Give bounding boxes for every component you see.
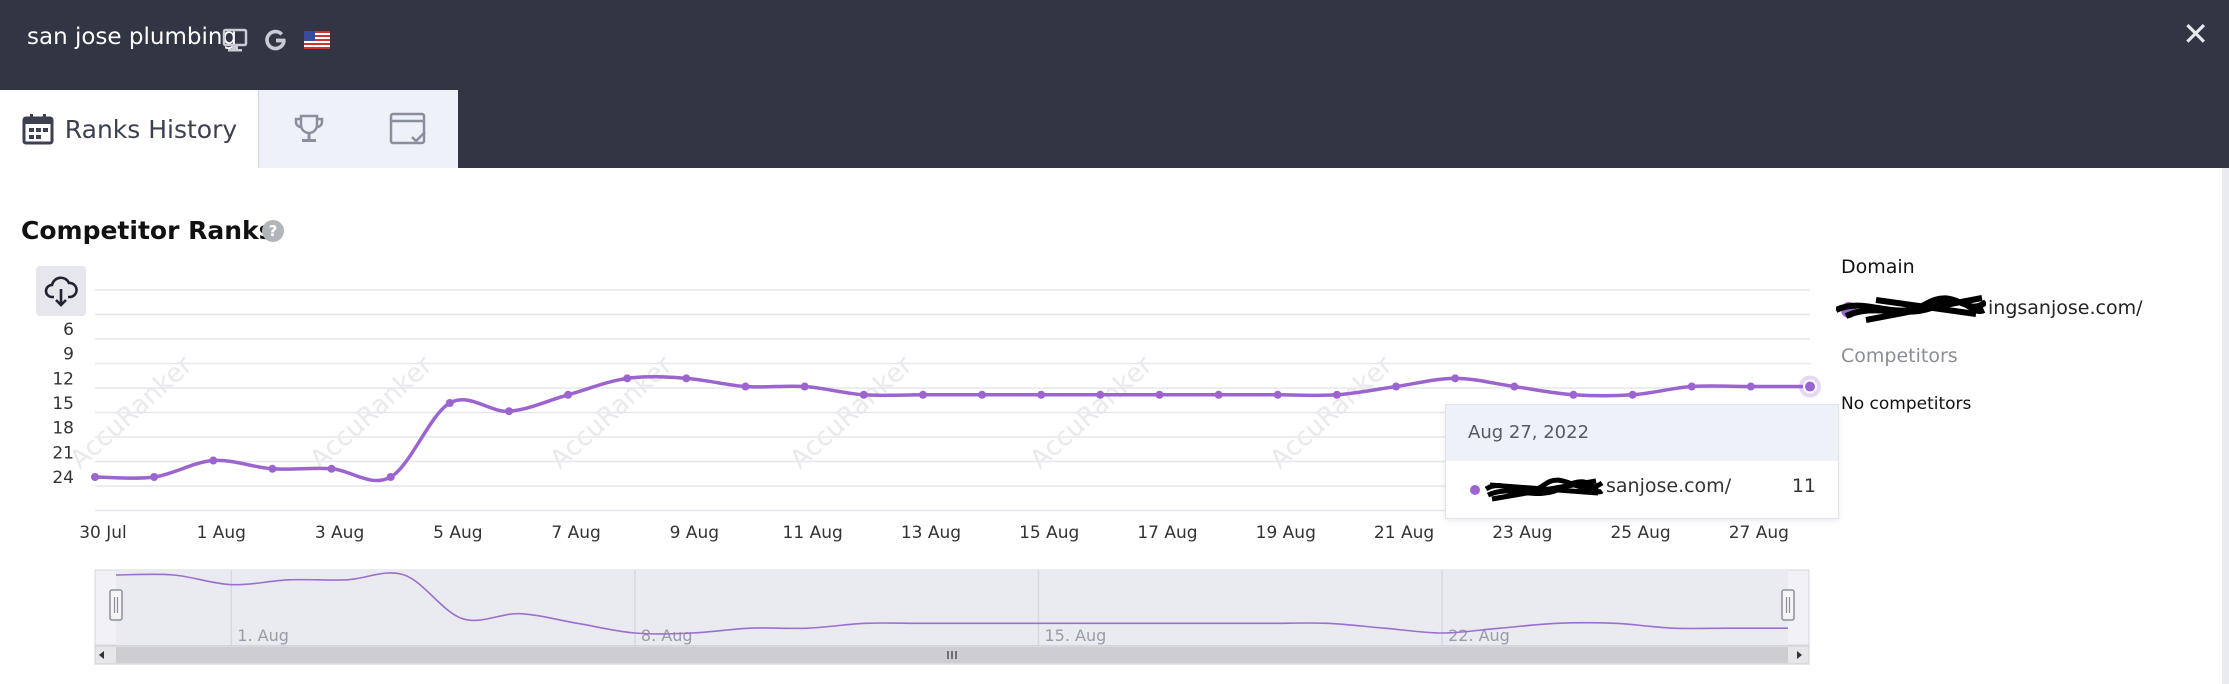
data-point: [209, 456, 218, 465]
x-tick-label: 9 Aug: [670, 523, 719, 543]
series-dot-icon: [1470, 485, 1480, 495]
y-tick-label: 12: [52, 369, 74, 389]
y-tick-label: 15: [52, 394, 74, 414]
x-tick-label: 5 Aug: [433, 523, 482, 543]
data-point: [445, 399, 454, 407]
redaction-scribble: [1836, 295, 1986, 323]
data-point: [327, 464, 336, 473]
competitors-heading: Competitors: [1841, 345, 1958, 367]
tab-ranks-history[interactable]: Ranks History: [0, 90, 258, 168]
data-point: [741, 382, 750, 391]
navigator-handle-left: [109, 589, 123, 621]
x-tick-label: 27 Aug: [1729, 523, 1789, 543]
tooltip-date: Aug 27, 2022: [1446, 405, 1838, 461]
data-point: [1746, 382, 1755, 391]
x-tick-label: 23 Aug: [1492, 523, 1552, 543]
data-point: [1037, 390, 1046, 399]
data-point: [1451, 374, 1460, 383]
tooltip-rank: 11: [1791, 475, 1816, 497]
keyword-title: san jose plumbing: [27, 24, 238, 50]
tab-trophy[interactable]: [258, 90, 359, 168]
data-point: [1628, 390, 1637, 399]
no-competitors-text: No competitors: [1841, 394, 1972, 414]
data-point: [623, 374, 632, 383]
section-title: Competitor Ranks: [21, 216, 274, 245]
data-point: [978, 390, 987, 399]
tab-schedule[interactable]: [358, 90, 458, 168]
data-point: [859, 390, 868, 399]
navigator-series-line: [115, 572, 1788, 635]
navigator-tick-label: 1. Aug: [237, 626, 289, 645]
data-point: [268, 464, 277, 473]
google-icon: [265, 29, 286, 51]
close-button[interactable]: ✕: [2182, 15, 2209, 53]
data-point: [150, 473, 159, 481]
scroll-left-arrow-icon: [99, 651, 104, 659]
x-tick-label: 30 Jul: [79, 523, 127, 543]
scroll-right-arrow-icon: [1797, 651, 1802, 659]
data-point: [1096, 390, 1105, 399]
chart-tooltip: Aug 27, 2022 sanjose.com/ 11: [1445, 404, 1839, 519]
tooltip-domain: sanjose.com/: [1606, 475, 1732, 497]
navigator-handle-right: [1781, 589, 1795, 621]
y-tick-label: 6: [63, 320, 74, 340]
data-point-active: [1803, 379, 1817, 394]
y-tick-label: 24: [52, 468, 74, 488]
x-tick-label: 1 Aug: [197, 523, 246, 543]
series: [91, 374, 1821, 483]
scrollbar-edge: [2222, 168, 2229, 684]
y-tick-label: 21: [52, 443, 74, 463]
data-point: [1273, 390, 1282, 399]
data-point: [1687, 382, 1696, 391]
x-tick-label: 19 Aug: [1256, 523, 1316, 543]
data-point: [682, 374, 691, 383]
data-point: [1510, 382, 1519, 391]
navigator-tick-label: 8. Aug: [641, 626, 693, 645]
x-axis: 30 Jul 1 Aug 3 Aug 5 Aug 7 Aug 9 Aug 11 Aug 13 …: [79, 523, 1789, 543]
x-tick-label: 3 Aug: [315, 523, 364, 543]
calendar-icon: [22, 114, 54, 145]
navigator[interactable]: 1. Aug 8. Aug 15. Aug 22. Aug: [94, 569, 1810, 665]
trophy-icon: [294, 114, 324, 142]
x-tick-label: 21 Aug: [1374, 523, 1434, 543]
legend-heading: Domain: [1841, 256, 1915, 278]
us-flag-icon: [304, 31, 330, 49]
y-axis: 6 9 12 15 18 21 24: [52, 320, 74, 488]
data-point: [1569, 390, 1578, 399]
help-icon[interactable]: ?: [262, 220, 284, 242]
desktop-icon: [222, 28, 248, 52]
navigator-selection: [116, 570, 1788, 645]
tab-label: Ranks History: [64, 114, 238, 144]
x-tick-label: 7 Aug: [551, 523, 600, 543]
redaction-scribble: [1484, 477, 1604, 502]
data-point: [800, 382, 809, 391]
data-point: [1155, 390, 1164, 399]
data-point: [1392, 382, 1401, 391]
x-tick-label: 15 Aug: [1019, 523, 1079, 543]
download-button[interactable]: [36, 266, 86, 316]
data-point: [504, 407, 513, 416]
navigator-tick-label: 22. Aug: [1448, 626, 1510, 645]
legend-domain[interactable]: ingsanjose.com/: [1988, 297, 2143, 319]
x-tick-label: 11 Aug: [783, 523, 843, 543]
calendar-check-icon: [389, 112, 426, 145]
y-tick-label: 18: [52, 419, 74, 439]
data-point: [386, 473, 395, 481]
cloud-download-icon: [44, 276, 78, 307]
y-tick-label: 9: [63, 345, 74, 365]
data-point: [1332, 390, 1341, 399]
data-point: [91, 473, 99, 481]
x-tick-label: 17 Aug: [1137, 523, 1197, 543]
x-tick-label: 13 Aug: [901, 523, 961, 543]
data-point: [1214, 390, 1223, 399]
data-point: [918, 390, 927, 399]
data-point: [564, 390, 573, 399]
x-tick-label: 25 Aug: [1610, 523, 1670, 543]
navigator-tick-label: 15. Aug: [1044, 626, 1106, 645]
